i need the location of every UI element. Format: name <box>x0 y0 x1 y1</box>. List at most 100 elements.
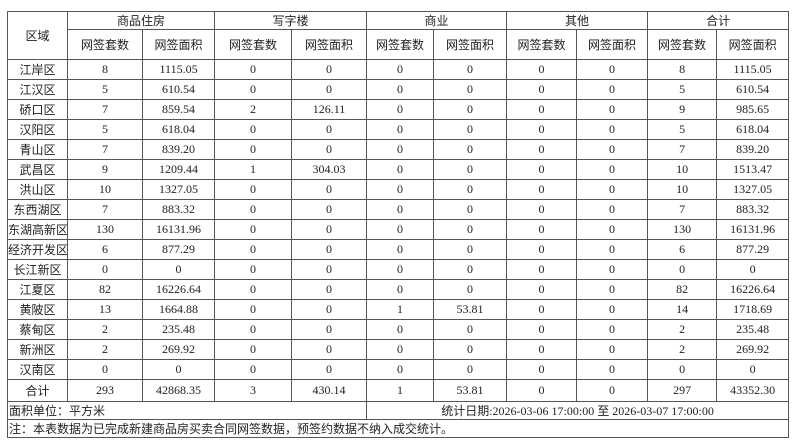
count-cell: 0 <box>506 239 578 260</box>
count-cell: 5 <box>647 79 718 100</box>
count-cell: 0 <box>506 279 578 300</box>
table-row: 长江新区 0 0 0 0 0 0 0 0 0 0 <box>7 259 790 280</box>
count-cell: 1 <box>366 379 435 402</box>
area-cell: 235.48 <box>141 319 216 340</box>
count-cell: 7 <box>67 139 143 160</box>
area-cell: 877.29 <box>141 239 216 260</box>
count-cell: 8 <box>647 59 718 80</box>
area-cell: 0 <box>576 359 649 380</box>
count-cell: 0 <box>214 279 293 300</box>
sales-table: 区域 商品住房 写字楼 商业 其他 合计 网签套数 网签面积 网签套数 网签面积 网签套… <box>6 11 790 438</box>
count-cell: 0 <box>214 359 293 380</box>
count-cell: 10 <box>67 179 143 200</box>
count-cell: 0 <box>506 219 578 240</box>
area-cell: 16226.64 <box>716 279 790 300</box>
region-cell: 江夏区 <box>7 279 68 300</box>
area-cell: 1327.05 <box>716 179 790 200</box>
header-area: 网签面积 <box>141 29 216 60</box>
total-row: 合计 293 42868.35 3 430.14 1 53.81 0 0 297 43352.30 <box>7 379 790 402</box>
count-cell: 14 <box>647 299 718 320</box>
count-cell: 0 <box>366 339 435 360</box>
table-row: 经济开发区 6 877.29 0 0 0 0 0 0 6 877.29 <box>7 239 790 260</box>
area-cell: 0 <box>291 359 368 380</box>
header-group: 合计 <box>647 11 790 30</box>
area-cell: 883.32 <box>141 199 216 220</box>
area-cell: 0 <box>433 259 508 280</box>
count-cell: 2 <box>67 339 143 360</box>
area-cell: 1115.05 <box>141 59 216 80</box>
area-cell: 0 <box>576 259 649 280</box>
count-cell: 0 <box>506 59 578 80</box>
header-area: 网签面积 <box>576 29 649 60</box>
area-cell: 0 <box>576 299 649 320</box>
count-cell: 0 <box>366 239 435 260</box>
header-group: 写字楼 <box>214 11 368 30</box>
area-cell: 0 <box>433 99 508 120</box>
count-cell: 5 <box>67 79 143 100</box>
count-cell: 0 <box>506 119 578 140</box>
count-cell: 0 <box>366 79 435 100</box>
count-cell: 0 <box>506 199 578 220</box>
count-cell: 0 <box>214 139 293 160</box>
count-cell: 82 <box>67 279 143 300</box>
area-cell: 0 <box>433 179 508 200</box>
region-cell: 合计 <box>7 379 68 402</box>
table-row: 东西湖区 7 883.32 0 0 0 0 0 0 7 883.32 <box>7 199 790 220</box>
area-cell: 610.54 <box>716 79 790 100</box>
table-row: 江岸区 8 1115.05 0 0 0 0 0 0 8 1115.05 <box>7 59 790 80</box>
count-cell: 0 <box>506 299 578 320</box>
count-cell: 7 <box>647 199 718 220</box>
count-cell: 7 <box>67 199 143 220</box>
count-cell: 0 <box>366 179 435 200</box>
count-cell: 2 <box>647 319 718 340</box>
count-cell: 82 <box>647 279 718 300</box>
area-cell: 42868.35 <box>141 379 216 402</box>
note: 注：本表数据为已完成新建商品房买卖合同网签数据，预签约数据不纳入成交统计。 <box>6 419 790 438</box>
area-cell: 0 <box>576 319 649 340</box>
region-cell: 黄陂区 <box>7 299 68 320</box>
area-cell: 839.20 <box>141 139 216 160</box>
area-cell: 0 <box>576 59 649 80</box>
region-cell: 东西湖区 <box>7 199 68 220</box>
header-count: 网签套数 <box>214 29 293 60</box>
count-cell: 0 <box>366 359 435 380</box>
area-cell: 0 <box>576 339 649 360</box>
area-cell: 269.92 <box>716 339 790 360</box>
area-cell: 269.92 <box>141 339 216 360</box>
area-cell: 839.20 <box>716 139 790 160</box>
area-cell: 0 <box>291 199 368 220</box>
area-cell: 0 <box>433 319 508 340</box>
area-cell: 16226.64 <box>141 279 216 300</box>
header-group: 其他 <box>506 11 649 30</box>
header-count: 网签套数 <box>506 29 578 60</box>
area-cell: 1718.69 <box>716 299 790 320</box>
count-cell: 0 <box>366 139 435 160</box>
area-cell: 0 <box>433 79 508 100</box>
area-cell: 618.04 <box>716 119 790 140</box>
count-cell: 0 <box>647 259 718 280</box>
count-cell: 0 <box>366 59 435 80</box>
area-cell: 1327.05 <box>141 179 216 200</box>
region-cell: 东湖高新区 <box>7 219 68 240</box>
area-cell: 1664.88 <box>141 299 216 320</box>
area-cell: 0 <box>576 239 649 260</box>
count-cell: 0 <box>366 199 435 220</box>
area-cell: 0 <box>291 299 368 320</box>
header-count: 网签套数 <box>67 29 143 60</box>
area-cell: 0 <box>716 259 790 280</box>
area-cell: 610.54 <box>141 79 216 100</box>
header-row-metrics: 网签套数 网签面积 网签套数 网签面积 网签套数 网签面积 网签套数 网签面积 网签套数 网签面积 <box>8 29 790 60</box>
table-row: 青山区 7 839.20 0 0 0 0 0 0 7 839.20 <box>7 139 790 160</box>
count-cell: 9 <box>647 99 718 120</box>
area-cell: 1209.44 <box>141 159 216 180</box>
area-cell: 877.29 <box>716 239 790 260</box>
count-cell: 0 <box>366 119 435 140</box>
area-cell: 883.32 <box>716 199 790 220</box>
area-cell: 0 <box>291 239 368 260</box>
table-row: 汉南区 0 0 0 0 0 0 0 0 0 0 <box>7 359 790 380</box>
area-cell: 0 <box>291 279 368 300</box>
count-cell: 130 <box>67 219 143 240</box>
header-group: 商品住房 <box>66 11 216 30</box>
area-cell: 0 <box>576 179 649 200</box>
count-cell: 0 <box>647 359 718 380</box>
